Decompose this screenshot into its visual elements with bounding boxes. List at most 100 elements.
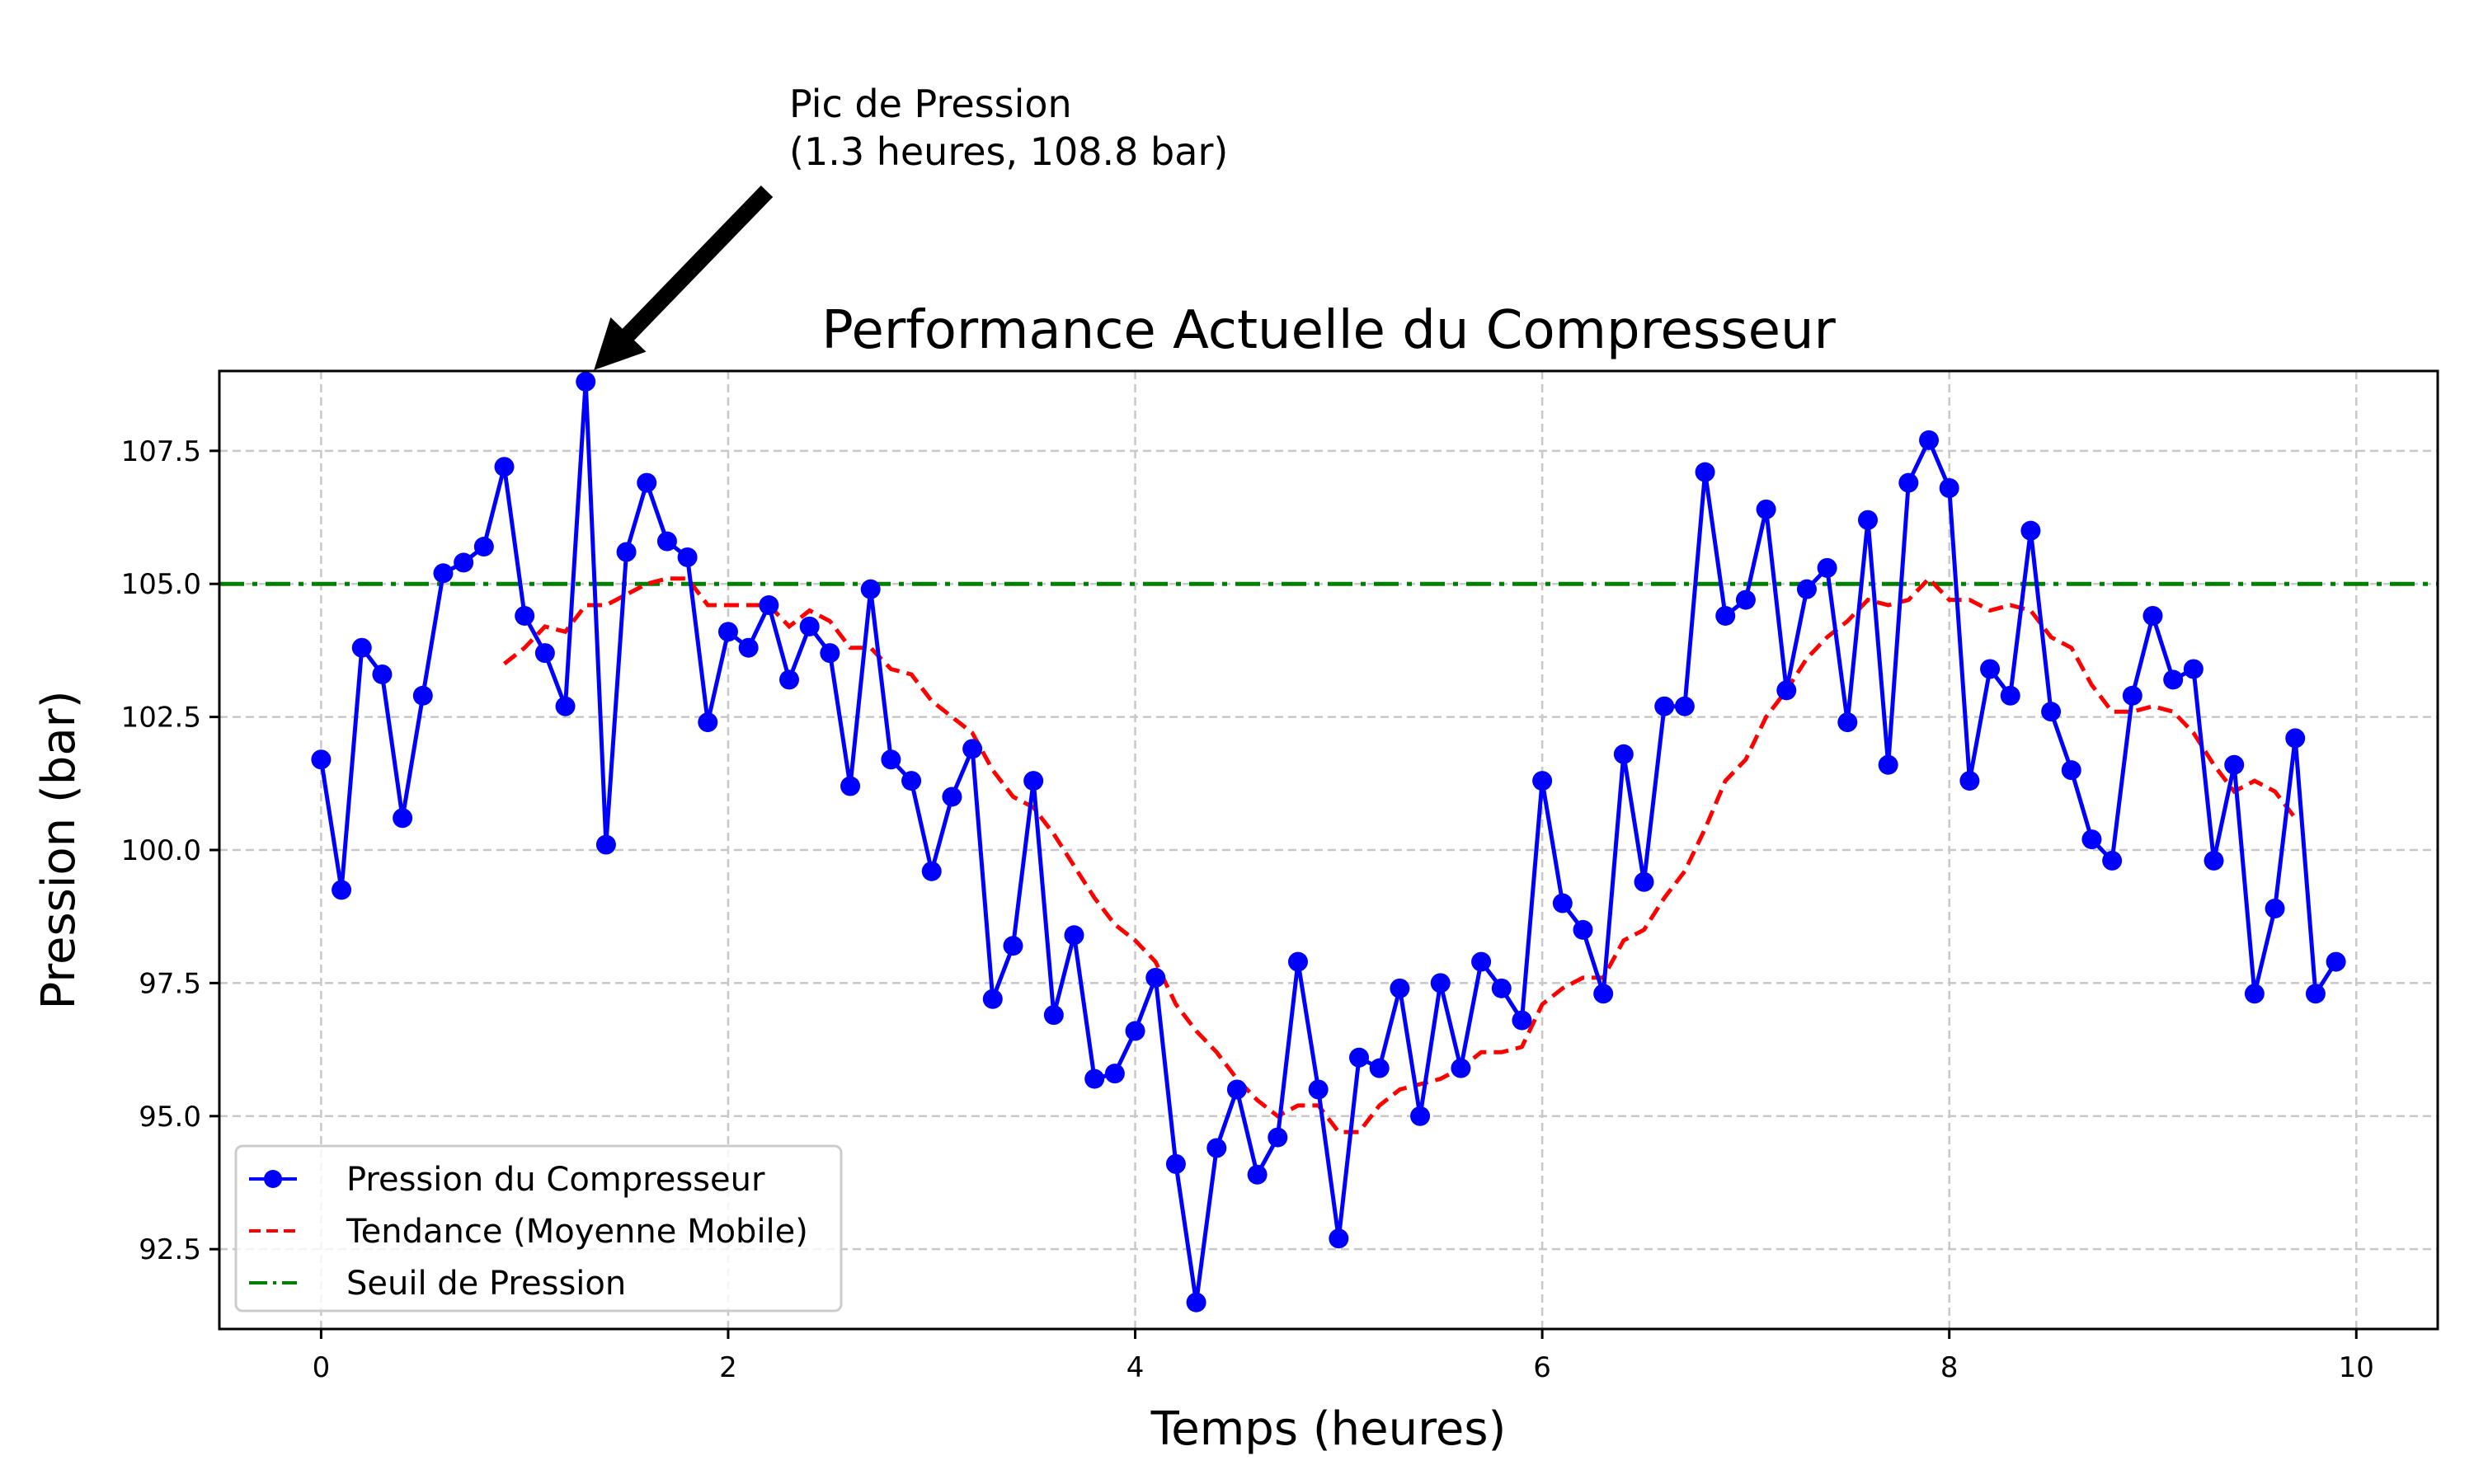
data-point xyxy=(1756,499,1776,519)
data-point xyxy=(1104,1064,1125,1084)
y-tick-label: 105.0 xyxy=(121,568,201,601)
data-point xyxy=(1878,754,1898,775)
y-tick-label: 92.5 xyxy=(139,1233,201,1266)
data-point xyxy=(1776,680,1797,701)
data-point xyxy=(2204,850,2224,871)
data-point xyxy=(942,787,962,807)
data-point xyxy=(962,739,983,759)
data-point xyxy=(1369,1058,1390,1078)
data-point xyxy=(454,552,474,573)
data-point xyxy=(1410,1106,1431,1126)
legend-item-pressure: Pression du Compresseur xyxy=(249,1161,765,1199)
annotation-title: Pic de Pression xyxy=(789,82,1072,126)
data-point xyxy=(1186,1292,1206,1313)
data-point xyxy=(2285,728,2306,749)
data-point xyxy=(1919,430,1940,450)
data-point xyxy=(2224,754,2245,775)
data-point xyxy=(1857,510,1878,530)
data-point xyxy=(1715,605,1736,626)
data-point xyxy=(1287,951,1308,972)
y-tick-label: 100.0 xyxy=(121,834,201,867)
data-point xyxy=(656,531,677,552)
data-point xyxy=(1206,1138,1227,1158)
data-point xyxy=(840,776,861,796)
chart-title: Performance Actuelle du Compresseur xyxy=(821,300,1836,361)
legend-label: Tendance (Moyenne Mobile) xyxy=(346,1213,808,1251)
data-point xyxy=(1023,771,1044,791)
data-point xyxy=(1471,951,1492,972)
x-tick-label: 0 xyxy=(313,1351,331,1384)
annotation-detail: (1.3 heures, 108.8 bar) xyxy=(789,129,1228,174)
y-tick-label: 102.5 xyxy=(121,702,201,735)
data-point xyxy=(2020,520,2041,541)
data-point xyxy=(1634,871,1654,892)
data-point xyxy=(1674,696,1695,716)
data-point xyxy=(311,749,332,770)
y-axis-label: Pression (bar) xyxy=(32,690,86,1009)
data-point xyxy=(1837,712,1858,733)
data-point xyxy=(901,771,922,791)
data-point xyxy=(1268,1127,1288,1148)
data-point xyxy=(351,637,372,658)
data-point xyxy=(2000,685,2020,706)
x-tick-label: 10 xyxy=(2339,1351,2374,1384)
legend-label: Pression du Compresseur xyxy=(346,1161,765,1199)
data-point xyxy=(473,537,494,557)
data-point xyxy=(515,605,535,626)
data-point xyxy=(1491,978,1512,998)
data-point xyxy=(2081,829,2102,850)
data-point xyxy=(1165,1153,1186,1174)
x-tick-label: 2 xyxy=(719,1351,737,1384)
data-point xyxy=(1695,462,1715,482)
y-tick-label: 97.5 xyxy=(139,967,201,1000)
data-point xyxy=(1430,973,1451,993)
y-axis-ticks: 92.5 95.0 97.5 100.0 102.5 105.0 107.5 xyxy=(121,435,219,1266)
data-point xyxy=(1796,579,1817,599)
data-point xyxy=(820,643,840,664)
data-point xyxy=(1247,1164,1268,1185)
data-point xyxy=(595,834,616,855)
data-point xyxy=(738,637,759,658)
data-point xyxy=(2244,984,2265,1004)
data-point xyxy=(332,880,352,900)
data-point xyxy=(1593,984,1614,1004)
data-point xyxy=(494,457,515,477)
data-point xyxy=(1939,478,1959,499)
data-point xyxy=(616,542,637,562)
data-point xyxy=(1390,978,1410,998)
data-point xyxy=(1329,1228,1349,1249)
legend-box xyxy=(234,1144,843,1313)
data-point xyxy=(1817,557,1837,578)
data-point xyxy=(698,712,718,733)
data-point xyxy=(637,472,657,493)
data-point xyxy=(677,547,698,567)
data-point xyxy=(1654,696,1675,716)
data-point xyxy=(1573,919,1593,940)
data-point xyxy=(1735,589,1756,610)
legend-dot-icon xyxy=(264,1170,282,1188)
data-point xyxy=(2122,685,2142,706)
data-point xyxy=(2183,659,2204,679)
y-tick-label: 95.0 xyxy=(139,1101,201,1134)
data-point xyxy=(1125,1021,1145,1041)
data-point xyxy=(2163,669,2184,690)
data-point xyxy=(1613,744,1634,764)
legend: Pression du Compresseur Tendance (Moyenn… xyxy=(234,1144,843,1313)
data-point xyxy=(1898,472,1919,493)
x-axis-ticks: 0 2 4 6 8 10 xyxy=(313,1329,2374,1384)
x-tick-label: 8 xyxy=(1940,1351,1959,1384)
legend-item-threshold: Seuil de Pression xyxy=(249,1265,626,1303)
data-point xyxy=(1552,893,1573,913)
data-point xyxy=(412,685,433,706)
data-point xyxy=(2142,605,2163,626)
data-point xyxy=(1064,925,1084,946)
data-point xyxy=(2305,984,2326,1004)
data-point xyxy=(2102,850,2123,871)
data-point xyxy=(982,989,1003,1009)
data-point xyxy=(1959,771,1980,791)
data-point xyxy=(2061,760,2081,781)
data-point xyxy=(1043,1005,1064,1026)
data-point xyxy=(1349,1047,1370,1068)
